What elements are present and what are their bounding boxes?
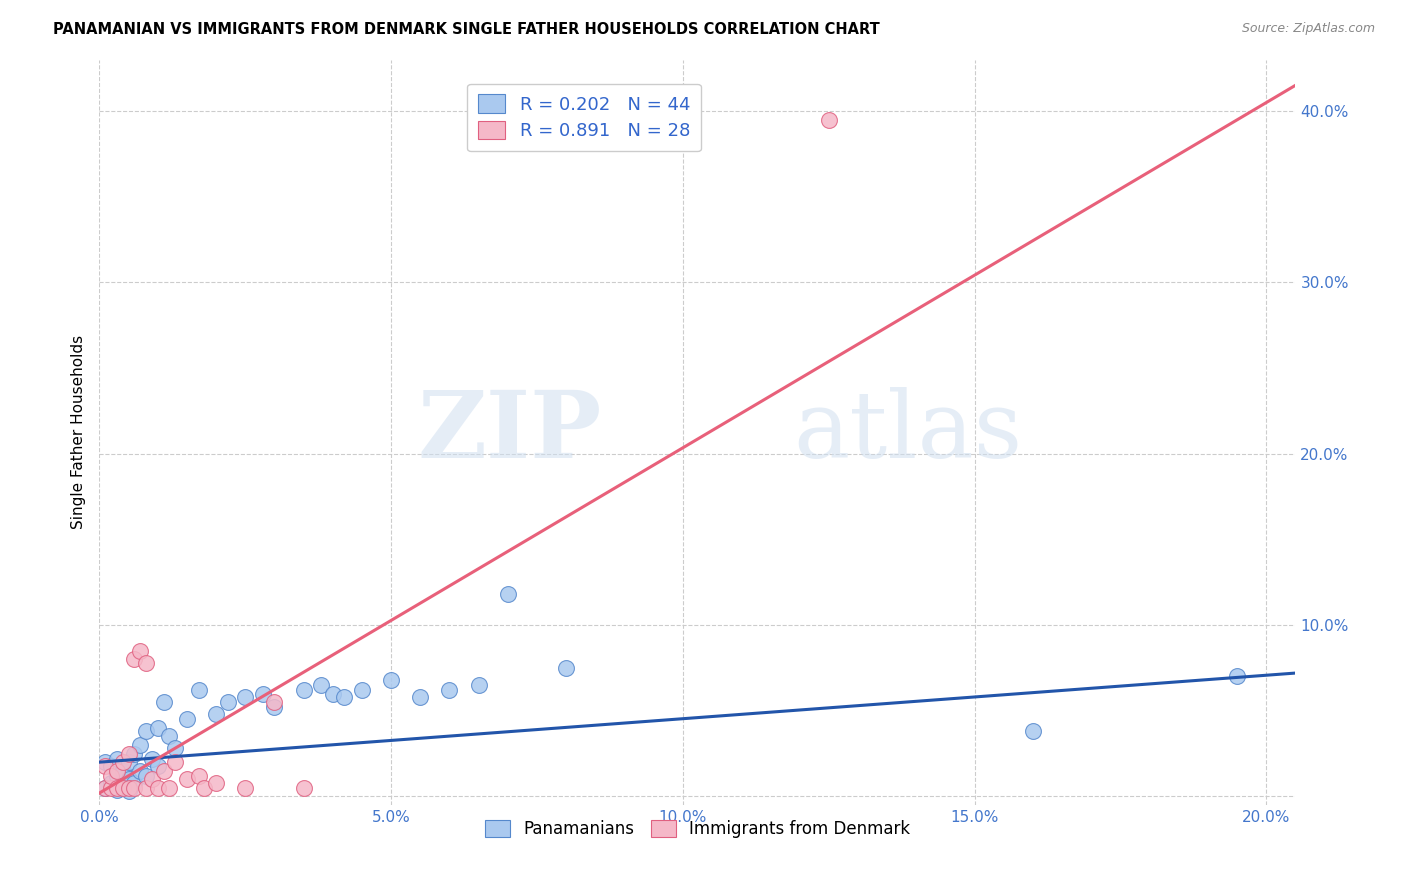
Point — [159, 780, 181, 795]
Point — [105, 782, 128, 797]
Point — [292, 683, 315, 698]
Point — [333, 690, 356, 704]
Point — [111, 780, 134, 795]
Point — [124, 652, 146, 666]
Point — [165, 741, 187, 756]
Point — [263, 700, 285, 714]
Point — [1226, 669, 1249, 683]
Point — [165, 755, 187, 769]
Point — [159, 730, 181, 744]
Point — [380, 673, 402, 687]
Y-axis label: Single Father Households: Single Father Households — [72, 335, 86, 529]
Point — [496, 587, 519, 601]
Point — [193, 780, 215, 795]
Point — [467, 678, 489, 692]
Point — [292, 780, 315, 795]
Point — [94, 780, 117, 795]
Point — [217, 695, 239, 709]
Point — [117, 784, 139, 798]
Point — [94, 780, 117, 795]
Point — [117, 780, 139, 795]
Point — [100, 776, 122, 790]
Point — [135, 769, 157, 783]
Point — [129, 644, 152, 658]
Point — [111, 764, 134, 778]
Point — [439, 683, 461, 698]
Text: Source: ZipAtlas.com: Source: ZipAtlas.com — [1241, 22, 1375, 36]
Point — [141, 752, 163, 766]
Point — [124, 747, 146, 761]
Point — [94, 758, 117, 772]
Point — [111, 780, 134, 795]
Text: PANAMANIAN VS IMMIGRANTS FROM DENMARK SINGLE FATHER HOUSEHOLDS CORRELATION CHART: PANAMANIAN VS IMMIGRANTS FROM DENMARK SI… — [53, 22, 880, 37]
Point — [233, 780, 256, 795]
Point — [117, 755, 139, 769]
Point — [205, 707, 228, 722]
Point — [350, 683, 373, 698]
Point — [152, 764, 174, 778]
Point — [409, 690, 432, 704]
Point — [187, 769, 209, 783]
Point — [555, 661, 578, 675]
Point — [105, 764, 128, 778]
Point — [94, 755, 117, 769]
Point — [129, 764, 152, 778]
Point — [105, 769, 128, 783]
Point — [105, 780, 128, 795]
Point — [135, 656, 157, 670]
Point — [322, 687, 344, 701]
Point — [124, 776, 146, 790]
Point — [1022, 724, 1045, 739]
Point — [146, 758, 169, 772]
Point — [100, 780, 122, 795]
Point — [135, 780, 157, 795]
Point — [129, 738, 152, 752]
Text: atlas: atlas — [793, 387, 1022, 477]
Point — [124, 780, 146, 795]
Point — [100, 769, 122, 783]
Point — [111, 755, 134, 769]
Point — [309, 678, 332, 692]
Point — [146, 780, 169, 795]
Point — [105, 752, 128, 766]
Point — [146, 721, 169, 735]
Point — [263, 695, 285, 709]
Point — [176, 712, 198, 726]
Point — [141, 772, 163, 787]
Point — [100, 758, 122, 772]
Point — [152, 695, 174, 709]
Point — [117, 747, 139, 761]
Text: ZIP: ZIP — [418, 387, 602, 477]
Point — [117, 772, 139, 787]
Point — [205, 776, 228, 790]
Legend: Panamanians, Immigrants from Denmark: Panamanians, Immigrants from Denmark — [478, 814, 917, 845]
Point — [817, 112, 839, 127]
Point — [187, 683, 209, 698]
Point — [252, 687, 274, 701]
Point — [233, 690, 256, 704]
Point — [135, 724, 157, 739]
Point — [176, 772, 198, 787]
